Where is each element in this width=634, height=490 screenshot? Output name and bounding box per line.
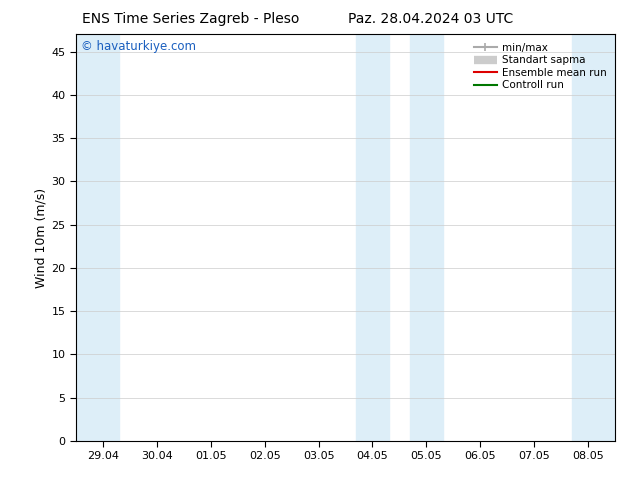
Text: ENS Time Series Zagreb - Pleso: ENS Time Series Zagreb - Pleso <box>82 12 299 26</box>
Text: © havaturkiye.com: © havaturkiye.com <box>81 40 197 53</box>
Bar <box>410 34 443 441</box>
Legend: min/max, Standart sapma, Ensemble mean run, Controll run: min/max, Standart sapma, Ensemble mean r… <box>470 40 610 94</box>
Bar <box>572 34 615 441</box>
Bar <box>76 34 119 441</box>
Text: Paz. 28.04.2024 03 UTC: Paz. 28.04.2024 03 UTC <box>349 12 514 26</box>
Bar <box>356 34 389 441</box>
Y-axis label: Wind 10m (m/s): Wind 10m (m/s) <box>34 188 48 288</box>
